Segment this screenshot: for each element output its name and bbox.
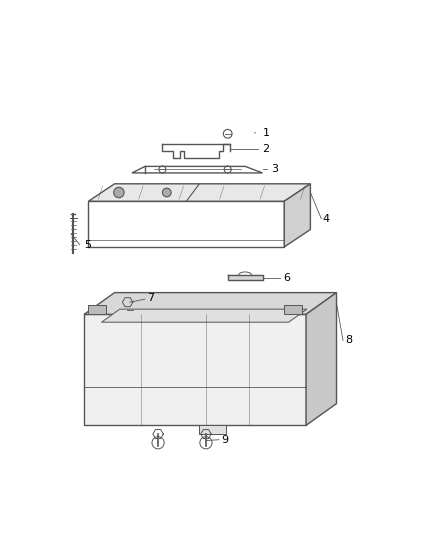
Polygon shape bbox=[84, 314, 306, 425]
Circle shape bbox=[162, 188, 171, 197]
Polygon shape bbox=[84, 293, 336, 314]
Text: 4: 4 bbox=[322, 214, 330, 224]
Polygon shape bbox=[88, 184, 311, 201]
Text: 8: 8 bbox=[345, 335, 352, 345]
Text: 5: 5 bbox=[84, 240, 91, 250]
Polygon shape bbox=[88, 305, 106, 314]
Polygon shape bbox=[284, 184, 311, 247]
Polygon shape bbox=[199, 425, 226, 434]
Circle shape bbox=[114, 187, 124, 198]
Text: 6: 6 bbox=[283, 273, 290, 283]
Text: 7: 7 bbox=[147, 293, 154, 303]
Text: 9: 9 bbox=[221, 435, 228, 445]
Text: 3: 3 bbox=[271, 165, 278, 174]
Text: 1: 1 bbox=[262, 128, 269, 138]
Text: 2: 2 bbox=[262, 144, 270, 154]
Polygon shape bbox=[102, 309, 307, 322]
Polygon shape bbox=[228, 275, 262, 280]
Polygon shape bbox=[284, 305, 302, 314]
Polygon shape bbox=[306, 293, 336, 425]
